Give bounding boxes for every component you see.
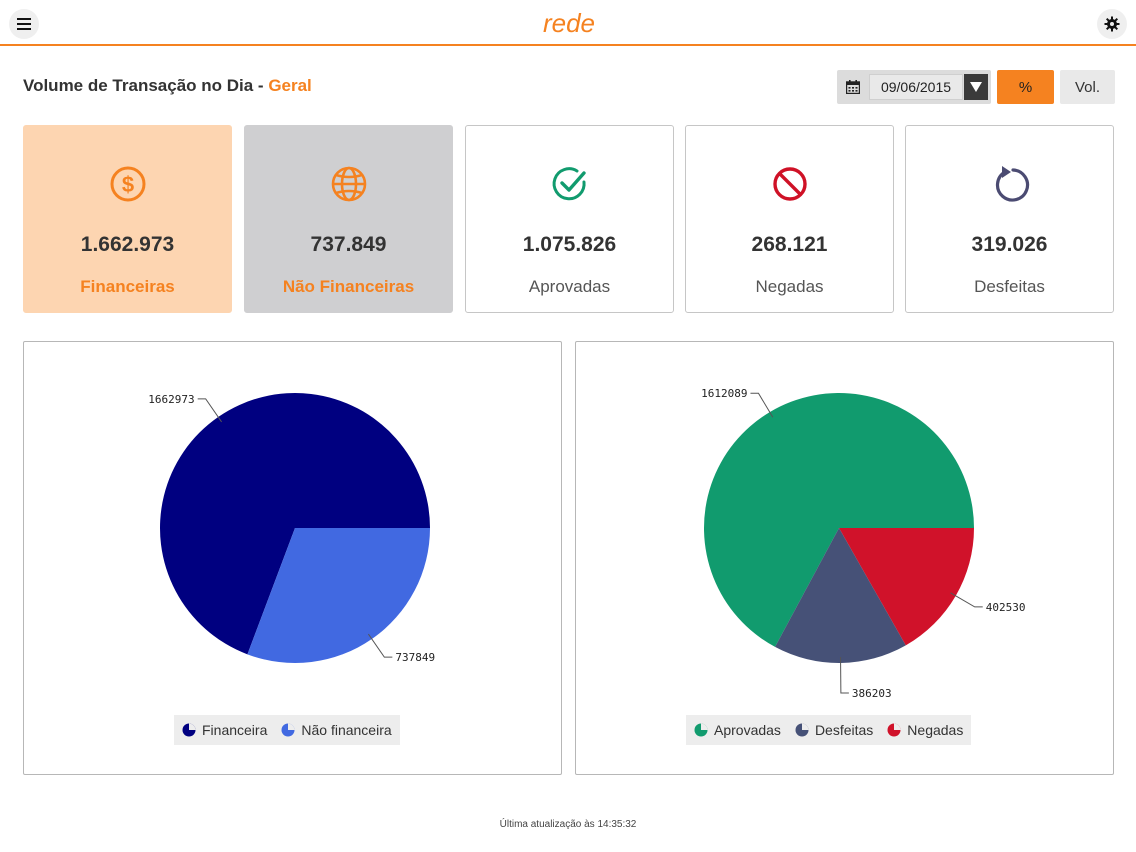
globe-icon [331, 166, 366, 202]
settings-button[interactable] [1097, 9, 1127, 39]
pie-slice-n-o-financeira[interactable] [247, 528, 430, 663]
legend-item-nao-financeira[interactable]: Não financeira [281, 722, 392, 738]
pie-slice-desfeitas[interactable] [775, 528, 906, 663]
pie-data-label: 402530 [986, 601, 1026, 614]
card-value: 268.121 [751, 233, 828, 256]
card-negadas[interactable]: 268.121 Negadas [685, 125, 894, 313]
pie-leader-line [840, 656, 849, 694]
legend-label: Financeira [202, 722, 268, 738]
pie-slice-icon [887, 723, 901, 737]
pie-slice-financeira[interactable] [160, 393, 430, 655]
calendar-button[interactable] [837, 70, 869, 104]
card-label: Aprovadas [528, 277, 611, 296]
pie-data-label: 1662973 [148, 393, 194, 406]
pie-chart-financial: 1662973 737849 [148, 393, 435, 664]
pie-leader-line [367, 633, 393, 658]
pie-leader-line [950, 592, 983, 608]
triangle-down-icon [970, 82, 982, 92]
legend-item-aprovadas[interactable]: Aprovadas [694, 722, 781, 738]
card-label: Desfeitas [974, 277, 1045, 296]
pie-slice-icon [795, 723, 809, 737]
pie-slice-aprovadas[interactable] [704, 392, 974, 647]
card-label: Financeiras [80, 277, 175, 296]
card-financeiras[interactable]: $ 1.662.973 Financeiras [23, 125, 232, 313]
card-value: 1.662.973 [80, 233, 175, 256]
dollar-circle-icon: $ [110, 166, 145, 202]
legend-label: Aprovadas [714, 722, 781, 738]
pie-data-label: 1612089 [701, 387, 747, 400]
pie-data-label: 737849 [395, 651, 435, 664]
legend-item-financeira[interactable]: Financeira [182, 722, 267, 738]
legend-label: Desfeitas [814, 722, 874, 738]
chart-panel-status: 1612089 402530 386203 Aprovadas Desfeitas … [575, 341, 1114, 775]
volume-toggle-button[interactable]: Vol. [1060, 70, 1115, 104]
card-value: 737.849 [310, 233, 387, 256]
menu-button[interactable] [9, 9, 39, 39]
date-picker[interactable]: 09/06/2015 [837, 70, 991, 104]
card-nao-financeiras[interactable]: 737.849 Não Financeiras [244, 125, 453, 313]
chart-panel-financial: 1662973 737849 Financeira Não financeira [23, 341, 562, 775]
card-desfeitas[interactable]: 319.026 Desfeitas [905, 125, 1114, 313]
top-bar: rede [0, 0, 1136, 46]
rede-logo: rede [543, 8, 595, 38]
chart-legend: Financeira Não financeira [174, 715, 400, 745]
prohibited-icon [772, 167, 807, 201]
legend-label: Não financeira [301, 722, 392, 738]
page-title: Volume de Transação no Dia - Geral [23, 76, 312, 96]
percent-toggle-button[interactable]: % [997, 70, 1054, 104]
check-circle-icon [552, 167, 586, 201]
pie-leader-line [197, 398, 223, 423]
card-value: 1.075.826 [522, 233, 617, 256]
card-label: Negadas [755, 277, 824, 296]
hamburger-menu-icon [17, 18, 31, 30]
pie-slice-icon [281, 723, 295, 737]
last-update-text: Última atualização às 14:35:32 [499, 819, 637, 830]
card-label: Não Financeiras [282, 277, 415, 296]
pie-slice-negadas[interactable] [839, 528, 974, 646]
calendar-icon [846, 80, 860, 94]
page-title-scope: Geral [268, 76, 312, 95]
pie-chart-status: 1612089 402530 386203 [701, 387, 1026, 700]
card-value: 319.026 [971, 233, 1048, 256]
svg-text:$: $ [121, 172, 133, 197]
pie-slice-icon [182, 723, 196, 737]
legend-item-negadas[interactable]: Negadas [887, 722, 963, 738]
card-aprovadas[interactable]: 1.075.826 Aprovadas [465, 125, 674, 313]
gear-icon [1104, 16, 1120, 32]
chart-legend: Aprovadas Desfeitas Negadas [686, 715, 972, 745]
date-value[interactable]: 09/06/2015 [869, 74, 963, 100]
pie-data-label: 386203 [852, 687, 892, 700]
page-title-prefix: Volume de Transação no Dia - [23, 76, 269, 95]
date-dropdown-button[interactable] [964, 74, 988, 100]
undo-arrow-icon [995, 166, 1029, 202]
logo-text: rede [543, 8, 595, 38]
legend-item-desfeitas[interactable]: Desfeitas [795, 722, 873, 738]
pie-leader-line [750, 392, 774, 418]
pie-slice-icon [694, 723, 708, 737]
legend-label: Negadas [907, 722, 964, 738]
